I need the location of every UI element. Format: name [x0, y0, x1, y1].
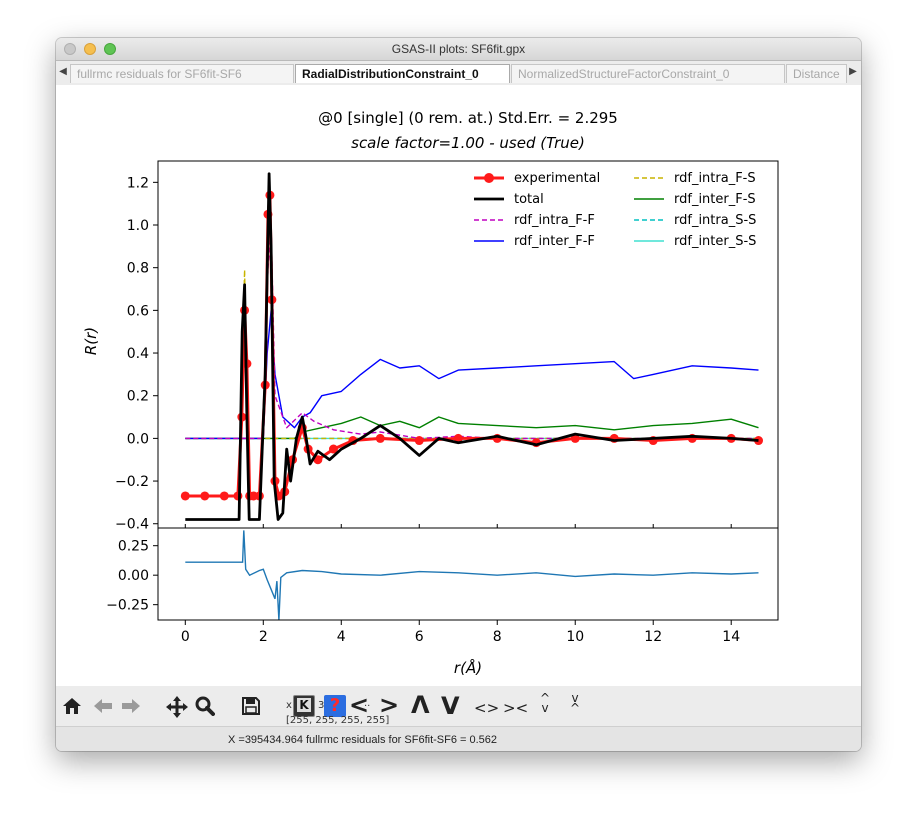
series-line-rdf_intra_F-F — [185, 224, 759, 440]
series-line-total — [185, 172, 759, 521]
expand-y-top: ^ — [539, 691, 551, 705]
main-y-tick-label: −0.4 — [115, 517, 149, 533]
tab-fullrmc-residuals[interactable]: fullrmc residuals for SF6fit-SF6 — [70, 64, 294, 83]
legend-marker-experimental — [484, 173, 494, 183]
main-y-tick-label: 0.8 — [127, 261, 149, 277]
experimental-marker — [200, 491, 210, 501]
experimental-marker — [328, 444, 338, 454]
main-y-tick-label: 0.6 — [127, 303, 149, 319]
legend-label-rdf_inter_S-S: rdf_inter_S-S — [674, 234, 756, 249]
status-bar: X =395434.964 fullrmc residuals for SF6f… — [56, 726, 861, 751]
legend-label-rdf_intra_F-S: rdf_intra_F-S — [674, 171, 756, 186]
status-text: X =395434.964 fullrmc residuals for SF6f… — [228, 734, 498, 746]
main-y-tick-label: 1.2 — [127, 175, 149, 191]
chart-legend: experimental total rdf_intra_F-F rdf_inter_… — [474, 171, 756, 249]
main-y-tick-label: 1.0 — [127, 218, 149, 234]
shrink-y-top: v — [571, 691, 579, 705]
experimental-marker — [414, 436, 424, 446]
pan-arrows-icon[interactable] — [166, 696, 188, 718]
experimental-marker — [754, 436, 764, 446]
tab-normalized-structure-factor[interactable]: NormalizedStructureFactorConstraint_0 — [511, 64, 785, 83]
title-bar: GSAS-II plots: SF6fit.gpx — [56, 38, 861, 61]
close-button[interactable] — [64, 43, 76, 55]
experimental-marker — [375, 433, 385, 443]
experimental-marker — [233, 491, 243, 501]
home-icon[interactable] — [62, 697, 82, 715]
chart-title-line2: scale factor=1.00 - used (True) — [351, 134, 585, 152]
keyboard-K-icon[interactable]: K — [293, 695, 315, 717]
x-tick-label: 8 — [493, 629, 502, 645]
legend-label-total: total — [514, 192, 544, 207]
experimental-marker — [180, 491, 190, 501]
shift-down-button[interactable]: V — [441, 692, 460, 720]
x-axis-label: r(Å) — [454, 658, 482, 677]
shift-left-button[interactable]: < — [349, 691, 370, 719]
plot-toolbar: x 3 = .. K ? < > Λ V <> >< ^ v v ^ [255,… — [56, 686, 861, 726]
coord-prefix: x — [286, 700, 292, 711]
tab-distance[interactable]: Distance — [786, 64, 847, 83]
legend-label-rdf_inter_F-F: rdf_inter_F-F — [514, 234, 595, 249]
main-y-tick-label: 0.0 — [127, 431, 149, 447]
help-question-icon[interactable]: ? — [324, 695, 346, 717]
x-tick-label: 2 — [259, 629, 268, 645]
x-tick-label: 4 — [337, 629, 346, 645]
experimental-marker — [453, 433, 463, 443]
floppy-disk-icon[interactable] — [241, 696, 261, 716]
resid-y-tick-label: 0.00 — [118, 568, 149, 584]
rgba-readout: [255, 255, 255, 255] — [286, 715, 390, 726]
shrink-x-button[interactable]: >< — [503, 699, 529, 717]
legend-label-rdf_intra_S-S: rdf_intra_S-S — [674, 213, 756, 228]
plot-area[interactable]: @0 [single] (0 rem. at.) Std.Err. = 2.29… — [56, 85, 861, 686]
legend-label-rdf_inter_F-S: rdf_inter_F-S — [674, 192, 756, 207]
rdf-chart[interactable]: @0 [single] (0 rem. at.) Std.Err. = 2.29… — [56, 85, 861, 686]
minimize-button[interactable] — [84, 43, 96, 55]
legend-label-rdf_intra_F-F: rdf_intra_F-F — [514, 213, 595, 228]
x-tick-label: 10 — [566, 629, 584, 645]
tab-radial-distribution[interactable]: RadialDistributionConstraint_0 — [295, 64, 510, 83]
main-y-tick-label: 0.2 — [127, 389, 149, 405]
expand-y-button[interactable]: ^ v — [538, 691, 552, 715]
residual-axes-frame — [157, 527, 779, 621]
tab-bar: ◀ fullrmc residuals for SF6fit-SF6 Radia… — [56, 64, 861, 84]
expand-y-bottom: v — [541, 701, 549, 715]
main-y-tick-label: −0.2 — [115, 474, 149, 490]
coord-partial: 3 — [318, 700, 325, 711]
chart-title-line1: @0 [single] (0 rem. at.) Std.Err. = 2.29… — [318, 109, 618, 127]
experimental-marker — [219, 491, 229, 501]
resid-y-tick-label: 0.25 — [118, 539, 149, 555]
x-tick-label: 0 — [181, 629, 190, 645]
shrink-y-bottom: ^ — [569, 701, 581, 715]
x-tick-label: 12 — [644, 629, 662, 645]
y-axis-label: R(r) — [82, 327, 100, 355]
x-tick-label: 6 — [415, 629, 424, 645]
left-arrow-icon[interactable] — [93, 698, 113, 714]
coord-tail: .. — [364, 698, 371, 709]
plot-window: GSAS-II plots: SF6fit.gpx ◀ fullrmc resi… — [56, 38, 861, 751]
resid-y-tick-label: −0.25 — [106, 598, 149, 614]
right-arrow-icon[interactable] — [121, 698, 141, 714]
x-tick-label: 14 — [722, 629, 740, 645]
magnifier-icon[interactable] — [195, 696, 215, 716]
maximize-button[interactable] — [104, 43, 116, 55]
shrink-y-button[interactable]: v ^ — [568, 691, 582, 715]
series-line-rdf_inter_F-F — [185, 309, 759, 440]
series-line-rdf_inter_F-S — [185, 416, 759, 440]
expand-x-button[interactable]: <> — [474, 699, 500, 717]
main-y-tick-label: 0.4 — [127, 346, 149, 362]
residual-line — [185, 530, 759, 620]
tab-scroll-left-icon[interactable]: ◀ — [59, 66, 67, 77]
shift-up-button[interactable]: Λ — [411, 691, 430, 719]
legend-label-experimental: experimental — [514, 171, 600, 186]
shift-right-button[interactable]: > — [379, 691, 400, 719]
window-title: GSAS-II plots: SF6fit.gpx — [391, 42, 526, 56]
tab-scroll-right-icon[interactable]: ▶ — [849, 66, 857, 77]
